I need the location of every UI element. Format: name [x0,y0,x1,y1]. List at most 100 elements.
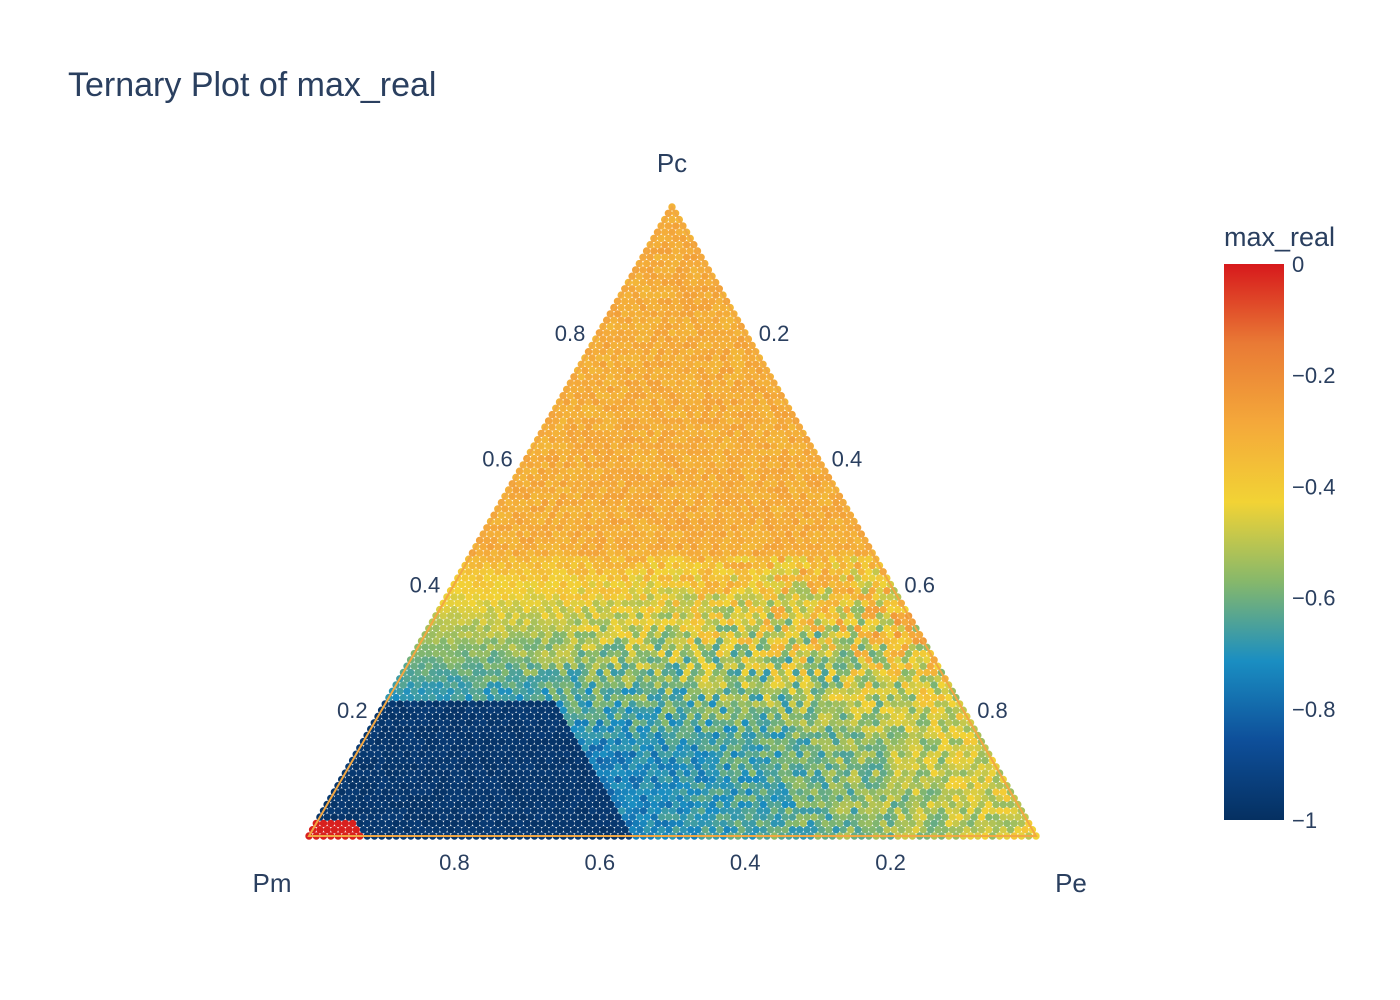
data-point [617,568,626,576]
data-point [894,819,902,828]
data-point [646,744,655,752]
data-point [574,769,582,777]
data-point [723,561,731,570]
data-point [552,769,560,777]
data-point [803,461,811,469]
data-point [537,568,546,576]
data-point [810,587,818,595]
data-point [919,700,927,708]
data-point [857,706,866,714]
data-point [737,536,745,545]
data-point [573,404,582,412]
data-point [577,473,585,482]
data-point [755,543,764,551]
data-point [716,725,724,733]
data-point [955,750,964,758]
data-point [825,725,833,733]
data-point [624,417,633,425]
data-point [741,568,749,576]
data-point [537,442,545,450]
data-point [806,731,815,740]
data-point [643,398,651,406]
data-point [388,763,397,771]
data-point [668,807,677,815]
data-point [523,568,531,576]
data-point [923,769,931,777]
data-point [603,392,611,400]
data-point [712,643,720,651]
data-point [912,662,920,670]
data-point [770,631,778,639]
data-point [901,618,909,626]
data-point [799,480,807,488]
data-point [890,612,898,620]
data-point [748,442,756,450]
data-point [835,593,844,601]
data-point [377,744,386,752]
data-point [487,819,495,828]
data-point [436,807,444,815]
data-point [577,486,585,494]
data-point [686,322,694,331]
data-point [527,826,535,834]
data-point [799,769,807,777]
data-point [748,782,757,790]
data-point [687,813,695,821]
data-point [563,800,571,809]
data-point [864,618,873,626]
data-point [806,580,815,589]
data-point [418,826,426,834]
data-point [836,794,844,802]
data-point [792,782,800,790]
data-point [592,410,600,419]
data-point [610,794,618,802]
data-point [548,750,557,758]
data-point [755,631,764,639]
data-point [519,486,527,494]
data-point [679,498,687,507]
data-point [694,687,702,695]
data-point [955,813,964,821]
data-point [773,448,782,456]
data-point [886,693,895,702]
data-point [526,574,535,582]
data-point [566,543,575,551]
data-point [643,712,651,721]
data-point [443,668,451,677]
data-point [723,800,731,809]
data-point [610,392,618,400]
data-point [621,348,629,356]
data-point [763,429,771,438]
data-point [530,643,538,651]
data-point [916,819,924,828]
data-point [559,605,567,614]
data-point [563,775,571,784]
data-point [839,612,847,620]
data-point [584,360,593,368]
data-point [708,536,716,545]
data-point [970,813,978,821]
data-point [523,681,531,689]
data-point [556,649,564,658]
data-point [563,737,571,746]
data-point [552,467,560,475]
data-point [770,668,778,677]
data-point [959,744,967,752]
data-point [617,354,625,362]
data-point [577,461,585,469]
data-point [937,769,946,777]
data-point [359,775,368,784]
data-point [668,819,677,828]
data-point [657,788,666,796]
data-point [915,681,924,689]
data-point [472,706,480,714]
data-point [694,788,702,796]
data-point [581,366,589,375]
data-point [617,316,625,324]
data-point [581,417,589,425]
data-point [715,574,724,582]
data-point [545,744,553,752]
data-point [733,442,742,450]
data-point [872,693,880,702]
data-point [784,417,793,425]
